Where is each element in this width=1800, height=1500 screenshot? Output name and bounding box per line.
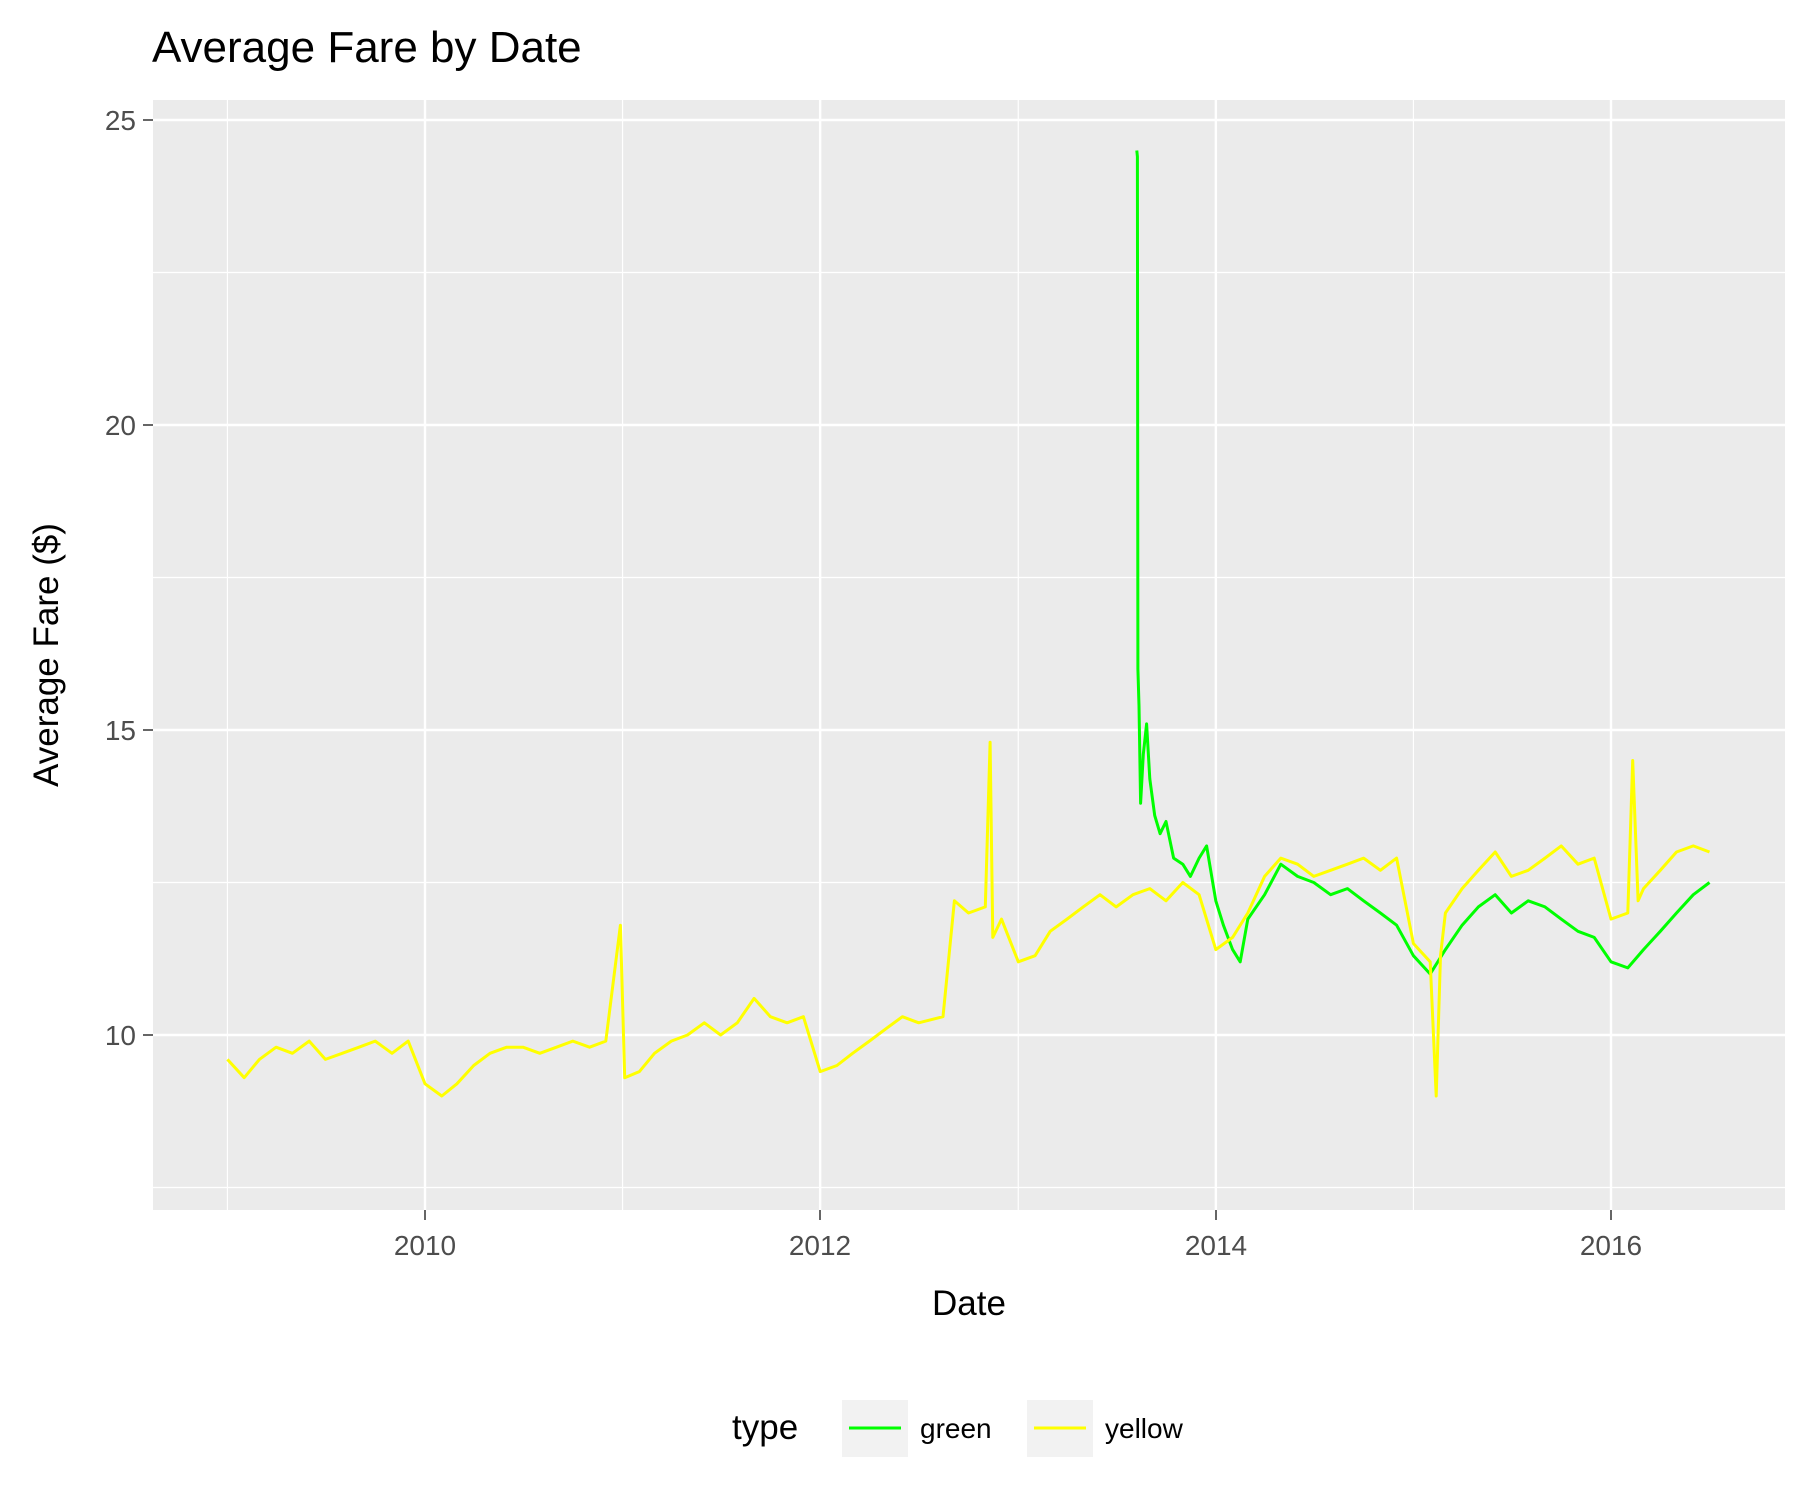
x-axis-label: Date — [932, 1284, 1006, 1323]
series-layer — [226, 150, 1711, 1098]
legend-label-yellow: yellow — [1105, 1413, 1184, 1444]
y-tick-10: 10 — [105, 1020, 153, 1051]
chart-title: Average Fare by Date — [152, 23, 582, 72]
legend: type green yellow — [732, 1400, 1184, 1457]
x-axis: 2010 2012 2014 2016 — [394, 1210, 1642, 1261]
x-tick-label: 2014 — [1185, 1230, 1247, 1261]
y-tick-label: 15 — [105, 715, 136, 746]
y-tick-label: 25 — [105, 105, 136, 136]
legend-title: type — [732, 1408, 798, 1447]
plot-panel — [153, 100, 1785, 1210]
x-tick-2012: 2012 — [789, 1210, 851, 1261]
major-gridlines — [153, 100, 1785, 1210]
y-tick-label: 20 — [105, 410, 136, 441]
x-tick-2016: 2016 — [1580, 1210, 1642, 1261]
x-tick-label: 2012 — [789, 1230, 851, 1261]
legend-label-green: green — [920, 1413, 992, 1444]
series-line-green — [1135, 150, 1711, 976]
legend-item-green: green — [842, 1400, 992, 1457]
x-tick-2014: 2014 — [1185, 1210, 1247, 1261]
y-tick-15: 15 — [105, 715, 153, 746]
y-axis-label: Average Fare ($) — [27, 523, 66, 787]
x-tick-label: 2010 — [394, 1230, 456, 1261]
y-tick-label: 10 — [105, 1020, 136, 1051]
x-tick-2010: 2010 — [394, 1210, 456, 1261]
x-tick-label: 2016 — [1580, 1230, 1642, 1261]
series-line-yellow — [226, 740, 1711, 1098]
y-axis: 10 15 20 25 — [105, 105, 153, 1051]
legend-item-yellow: yellow — [1027, 1400, 1184, 1457]
y-tick-25: 25 — [105, 105, 153, 136]
y-tick-20: 20 — [105, 410, 153, 441]
